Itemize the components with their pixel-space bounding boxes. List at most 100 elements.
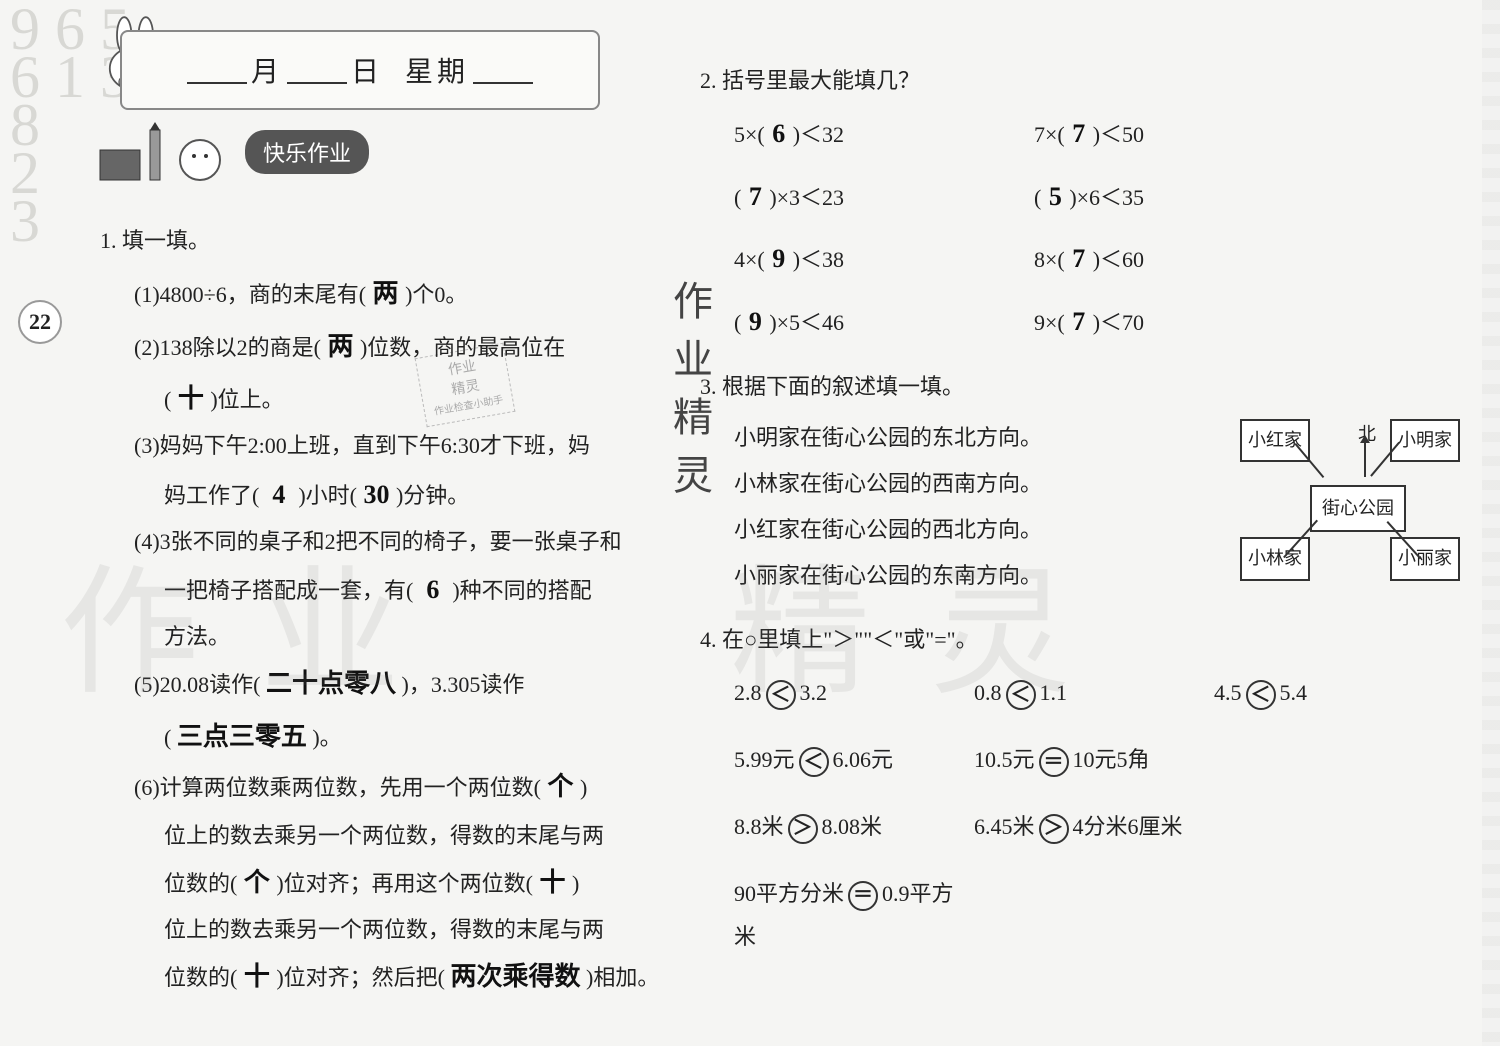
q2-answer[interactable]: 9 (741, 297, 769, 348)
q2-cell: 4×( 9 )＜38 (734, 234, 1034, 285)
q1-6-answer-d[interactable]: 十 (243, 952, 271, 1003)
diagram-se-box: 小丽家 (1390, 537, 1460, 580)
q1-3-answer-b[interactable]: 30 (362, 470, 390, 521)
worksheet-page: 9 6 56 1 3823 月 日 星期 快乐作业 22 作业 精灵 作业检查小… (0, 0, 1500, 1046)
q2-cell: ( 7 )×3＜23 (734, 172, 1034, 223)
q2-answer[interactable]: 7 (1065, 297, 1093, 348)
direction-diagram: 北 小红家 小明家 街心公园 小林家 小丽家 (1240, 415, 1460, 585)
q2-answer[interactable]: 7 (1065, 234, 1093, 285)
q4-cell: 10.5元＝10元5角 (974, 739, 1214, 782)
q1-item-1: (1)4800÷6，商的末尾有( 两 )个0。 (100, 269, 660, 320)
q1-6-line2: 位上的数去乘另一个两位数，得数的末尾与两 (100, 815, 660, 858)
day-label: 日 (351, 50, 383, 90)
q1-6-l5-post: )相加。 (586, 965, 659, 990)
month-label: 月 (251, 50, 283, 90)
q2-answer[interactable]: 5 (1041, 172, 1069, 223)
q1-2-answer-a[interactable]: 两 (326, 322, 354, 373)
q3-line: 小红家在街心公园的西北方向。 (734, 507, 1220, 553)
q1-6-answer-e[interactable]: 两次乘得数 (450, 952, 580, 1003)
q4-answer-circle[interactable]: ＜ (1006, 680, 1036, 710)
q1-3-answer-a[interactable]: 4 (265, 470, 293, 521)
q1-5-answer-b[interactable]: 三点三零五 (177, 712, 307, 763)
diagram-ne-box: 小明家 (1390, 419, 1460, 462)
q4-grid: 2.8＜3.20.8＜1.14.5＜5.45.99元＜6.06元10.5元＝10… (734, 672, 1460, 958)
right-column: 2. 括号里最大能填几？ 5×( 6 )＜327×( 7 )＜50( 7 )×3… (700, 60, 1460, 959)
q1-6-l3-mid: )位对齐；再用这个两位数( (276, 871, 533, 896)
q2-cell: ( 5 )×6＜35 (1034, 172, 1334, 223)
month-blank[interactable] (187, 56, 247, 84)
q1-2-answer-b[interactable]: 十 (177, 374, 205, 425)
date-header-banner: 月 日 星期 (120, 30, 600, 110)
q1-item-4-cont2: 方法。 (100, 616, 660, 659)
q2-cell: 5×( 6 )＜32 (734, 109, 1034, 160)
q2-answer[interactable]: 9 (765, 234, 793, 285)
q1-item-6: (6)计算两位数乘两位数，先用一个两位数( 个 ) (100, 762, 660, 813)
q1-6-line3: 位数的( 个 )位对齐；再用这个两位数( 十 ) (100, 858, 660, 909)
q1-item-2: (2)138除以2的商是( 两 )位数，商的最高位在 (100, 322, 660, 373)
weekday-blank[interactable] (473, 56, 533, 84)
q1-6-l5-pre: 位数的( (164, 965, 237, 990)
q1-6-answer-b[interactable]: 个 (243, 858, 271, 909)
q1-4-answer[interactable]: 6 (419, 565, 447, 616)
q1-item-3-cont: 妈工作了( 4 )小时( 30 )分钟。 (100, 470, 660, 521)
q2-answer[interactable]: 6 (765, 109, 793, 160)
diagram-nw-box: 小红家 (1240, 419, 1310, 462)
q4-answer-circle[interactable]: ＞ (788, 814, 818, 844)
page-number: 22 (18, 300, 62, 344)
q1-6-line4: 位上的数去乘另一个两位数，得数的末尾与两 (100, 909, 660, 952)
q1-2-post2: )位上。 (210, 387, 283, 412)
diagram-sw-box: 小林家 (1240, 537, 1310, 580)
q1-2-pre2: ( (164, 387, 171, 412)
q2-cell: 7×( 7 )＜50 (1034, 109, 1334, 160)
q2-title: 2. 括号里最大能填几？ (700, 60, 1460, 103)
q3-line: 小丽家在街心公园的东南方向。 (734, 553, 1220, 599)
q1-2-post: )位数，商的最高位在 (360, 335, 565, 360)
q1-5-answer-a[interactable]: 二十点零八 (266, 659, 396, 710)
q1-3-mid: )小时( (298, 483, 357, 508)
q1-5-post: )。 (312, 725, 341, 750)
q1-1-answer[interactable]: 两 (372, 269, 400, 320)
q4-answer-circle[interactable]: ＝ (848, 881, 878, 911)
q1-6-l5-mid: )位对齐；然后把( (276, 965, 445, 990)
q1-6-post: ) (580, 775, 587, 800)
q2-cell: 8×( 7 )＜60 (1034, 234, 1334, 285)
q1-item-5-cont: ( 三点三零五 )。 (100, 712, 660, 763)
q4-cell: 8.8米＞8.08米 (734, 806, 974, 849)
q1-5-cont-pre: ( (164, 725, 171, 750)
q1-item-2-cont: ( 十 )位上。 (100, 374, 660, 425)
q4-answer-circle[interactable]: ＜ (766, 680, 796, 710)
q1-4-post: )种不同的搭配 (452, 578, 591, 603)
q1-6-l3-post: ) (572, 871, 579, 896)
school-supplies-icon (90, 120, 240, 190)
north-arrow-icon (1364, 437, 1366, 477)
q2-answer[interactable]: 7 (1065, 109, 1093, 160)
q2-cell: ( 9 )×5＜46 (734, 297, 1034, 348)
q4-answer-circle[interactable]: ＜ (799, 747, 829, 777)
weekday-label: 星期 (405, 50, 469, 90)
q4-answer-circle[interactable]: ＞ (1039, 814, 1069, 844)
day-blank[interactable] (287, 56, 347, 84)
torn-page-edge (1482, 0, 1500, 1046)
q1-item-4-cont: 一把椅子搭配成一套，有( 6 )种不同的搭配 (100, 565, 660, 616)
q1-6-l3-pre: 位数的( (164, 871, 237, 896)
q3-line: 小林家在街心公园的西南方向。 (734, 461, 1220, 507)
q4-cell: 5.99元＜6.06元 (734, 739, 974, 782)
q1-1-post: )个0。 (405, 282, 467, 307)
q4-answer-circle[interactable]: ＝ (1039, 747, 1069, 777)
q1-5-pre: (5)20.08读作( (134, 672, 260, 697)
q1-title: 1. 填一填。 (100, 220, 660, 263)
q1-6-answer-c[interactable]: 十 (538, 858, 566, 909)
q4-cell: 2.8＜3.2 (734, 672, 974, 715)
q2-answer[interactable]: 7 (741, 172, 769, 223)
q1-item-5: (5)20.08读作( 二十点零八 )，3.305读作 (100, 659, 660, 710)
q4-answer-circle[interactable]: ＜ (1246, 680, 1276, 710)
q3-body: 小明家在街心公园的东北方向。小林家在街心公园的西南方向。小红家在街心公园的西北方… (734, 415, 1460, 600)
q1-item-3: (3)妈妈下午2:00上班，直到下午6:30才下班，妈 (100, 425, 660, 468)
q1-3-cont-pre: 妈工作了( (164, 483, 259, 508)
q4-cell (1214, 873, 1454, 959)
section-badge: 快乐作业 (245, 130, 369, 174)
q1-6-line5: 位数的( 十 )位对齐；然后把( 两次乘得数 )相加。 (100, 952, 660, 1003)
q1-6-answer-a[interactable]: 个 (546, 762, 574, 813)
q2-grid: 5×( 6 )＜327×( 7 )＜50( 7 )×3＜23( 5 )×6＜35… (734, 109, 1460, 348)
q4-cell (1214, 739, 1454, 782)
